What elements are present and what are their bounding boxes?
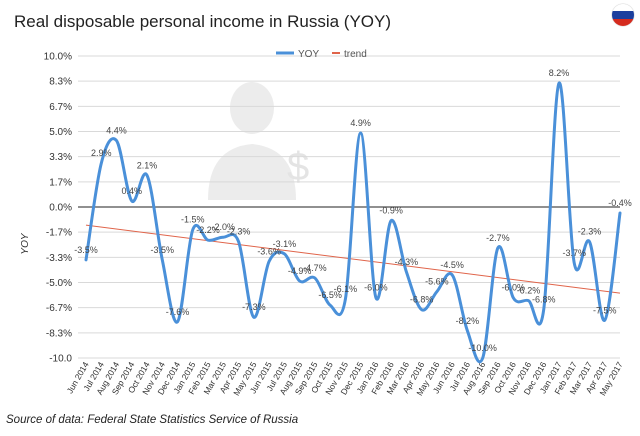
data-label: -3.5% (151, 245, 175, 255)
data-label: -6.8% (532, 295, 556, 305)
y-tick-label: 5.0% (49, 127, 72, 138)
data-label: -6.8% (410, 295, 434, 305)
data-label: 8.2% (549, 68, 570, 78)
data-label: -6.0% (364, 283, 388, 293)
data-label: -0.4% (608, 198, 632, 208)
data-label: 0.4% (122, 186, 143, 196)
y-tick-label: 0.0% (49, 203, 72, 214)
data-label: -10.0% (468, 343, 497, 353)
russia-flag-icon (612, 4, 634, 26)
yoy-series-line (84, 81, 622, 364)
trend-line (85, 224, 621, 294)
y-tick-label: -10.0 (49, 354, 72, 365)
y-axis-label: YOY (20, 232, 31, 254)
data-label: -0.9% (379, 206, 403, 216)
flag-stripe-white (612, 4, 634, 12)
y-tick-label: -1.7% (46, 228, 72, 239)
flag-stripe-blue (612, 11, 634, 19)
source-note: Source of data: Federal State Statistics… (6, 414, 299, 426)
y-tick-label: -5.0% (46, 278, 72, 289)
data-label: -3.7% (562, 248, 586, 258)
svg-text:$: $ (287, 145, 309, 189)
y-tick-label: 6.7% (49, 102, 72, 113)
data-label: -3.5% (74, 245, 98, 255)
data-label: -2.0% (212, 222, 236, 232)
legend-trend-label: trend (344, 49, 367, 60)
data-label: 2.1% (137, 160, 158, 170)
data-label: -4.3% (395, 257, 419, 267)
data-label: -2.3% (227, 227, 251, 237)
data-label: -4.7% (303, 263, 327, 273)
data-label: -6.1% (334, 284, 358, 294)
y-tick-label: -3.3% (46, 253, 72, 264)
y-tick-label: -6.7% (46, 303, 72, 314)
legend: YOY trend (276, 49, 367, 60)
data-label: -3.1% (273, 239, 297, 249)
data-label: -6.0% (501, 283, 525, 293)
legend-yoy-label: YOY (298, 49, 319, 60)
person-dollar-silhouette-icon: $ (208, 82, 309, 200)
y-tick-label: 1.7% (49, 177, 72, 188)
data-label: -6.5% (318, 290, 342, 300)
y-tick-label: -8.3% (46, 328, 72, 339)
data-label: -8.2% (456, 316, 480, 326)
y-tick-label: 10.0% (44, 52, 72, 63)
flag-stripe-red (612, 18, 634, 26)
chart-title: Real disposable personal income in Russi… (14, 12, 392, 31)
data-label: -4.5% (440, 260, 464, 270)
watermark: @oleh_kombalov for Seeking Alpha (122, 341, 297, 353)
y-tick-label: 3.3% (49, 152, 72, 163)
data-label: 2.9% (91, 148, 112, 158)
data-label: -6.2% (517, 286, 541, 296)
data-label: -4.9% (288, 266, 312, 276)
y-tick-label: 8.3% (49, 77, 72, 88)
data-label: -1.5% (181, 215, 205, 225)
data-label: 4.9% (350, 118, 371, 128)
data-label: -5.6% (425, 277, 449, 287)
data-label: -7.3% (242, 302, 266, 312)
data-label: -7.6% (166, 307, 190, 317)
data-label: -2.2% (196, 225, 220, 235)
data-label: 4.4% (106, 126, 127, 136)
data-label: -7.5% (593, 305, 617, 315)
data-label: -2.7% (486, 233, 510, 243)
data-label: -3.6% (257, 246, 281, 256)
data-label: -2.3% (578, 227, 602, 237)
